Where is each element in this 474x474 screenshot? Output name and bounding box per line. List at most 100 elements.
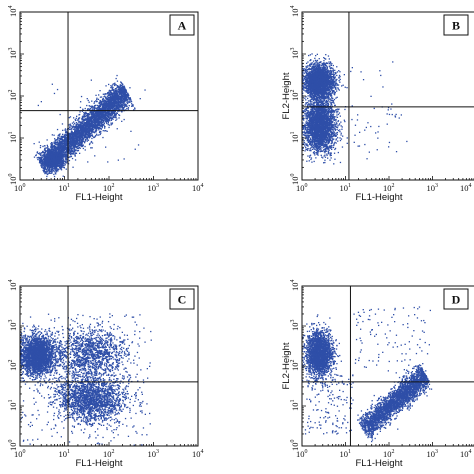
data-point	[80, 121, 82, 123]
data-point	[89, 132, 92, 135]
data-point	[63, 156, 65, 158]
data-point	[43, 145, 46, 147]
data-point	[76, 130, 79, 133]
data-point	[97, 117, 99, 119]
data-point	[106, 97, 108, 99]
data-point	[123, 90, 125, 92]
data-point	[91, 106, 93, 108]
data-point	[102, 104, 104, 106]
data-point	[76, 126, 78, 128]
data-point	[75, 130, 77, 133]
data-point	[72, 166, 74, 168]
data-point	[82, 124, 85, 126]
data-point	[122, 93, 125, 95]
data-point	[109, 97, 111, 99]
data-point	[106, 107, 108, 109]
data-point	[38, 157, 40, 160]
data-point	[66, 133, 68, 136]
data-point	[52, 151, 54, 153]
data-point	[61, 157, 64, 159]
data-point	[111, 122, 114, 124]
data-point	[113, 92, 115, 95]
data-point	[64, 149, 66, 151]
data-point	[119, 95, 121, 97]
data-point	[108, 118, 111, 120]
data-point	[74, 126, 76, 129]
data-point	[95, 116, 97, 118]
data-point	[99, 131, 101, 133]
data-point	[59, 113, 61, 116]
data-point	[110, 118, 113, 120]
data-point	[125, 94, 127, 96]
data-point	[59, 150, 61, 152]
data-point	[84, 145, 86, 148]
data-point	[52, 151, 54, 153]
data-point	[53, 142, 55, 144]
data-point	[101, 124, 104, 127]
data-point	[114, 90, 116, 93]
data-point	[113, 112, 115, 114]
data-point	[121, 108, 123, 110]
data-point	[84, 124, 86, 126]
data-point	[117, 95, 119, 97]
axis-ticks	[19, 11, 199, 181]
data-point	[112, 110, 115, 112]
data-point	[70, 138, 72, 141]
data-point	[65, 131, 67, 134]
data-point	[65, 144, 67, 147]
data-point	[75, 122, 78, 124]
data-point	[103, 115, 105, 118]
data-point	[114, 88, 117, 90]
data-point	[111, 93, 113, 95]
data-point	[41, 160, 43, 162]
data-point	[75, 146, 77, 149]
data-point	[84, 125, 86, 127]
data-point	[71, 127, 73, 129]
data-point	[75, 117, 77, 119]
data-point	[44, 163, 46, 165]
data-point	[76, 123, 78, 126]
data-point	[74, 145, 76, 147]
data-point	[71, 140, 73, 142]
data-point	[50, 152, 52, 154]
data-point	[116, 74, 118, 77]
data-point	[63, 167, 65, 169]
data-point	[50, 165, 52, 167]
data-point	[46, 171, 48, 173]
data-point	[122, 107, 124, 109]
data-point	[59, 140, 61, 142]
data-point	[42, 145, 44, 148]
data-point	[106, 122, 108, 125]
data-point	[42, 164, 44, 166]
data-point	[92, 123, 94, 125]
data-point	[114, 104, 116, 106]
data-point	[78, 135, 80, 137]
data-point	[51, 143, 54, 145]
data-point	[88, 126, 91, 128]
data-point	[54, 143, 56, 145]
data-point	[72, 138, 74, 140]
data-point	[79, 135, 81, 137]
data-point	[70, 124, 72, 126]
data-point	[123, 96, 126, 98]
data-point	[113, 111, 116, 113]
data-point	[43, 154, 45, 156]
data-point	[117, 110, 119, 113]
data-point	[95, 133, 98, 135]
data-point	[88, 116, 90, 118]
data-point	[74, 139, 76, 141]
data-point	[126, 105, 128, 107]
data-point	[112, 102, 114, 105]
data-point	[98, 126, 100, 129]
data-point	[83, 138, 85, 140]
data-point	[95, 125, 97, 127]
data-point	[54, 167, 56, 169]
data-point	[106, 101, 108, 103]
data-point	[114, 107, 116, 109]
data-point	[51, 156, 53, 158]
data-point	[116, 93, 118, 96]
data-point	[101, 113, 103, 116]
data-point	[119, 92, 121, 95]
data-point	[59, 152, 62, 154]
data-point	[82, 133, 84, 135]
